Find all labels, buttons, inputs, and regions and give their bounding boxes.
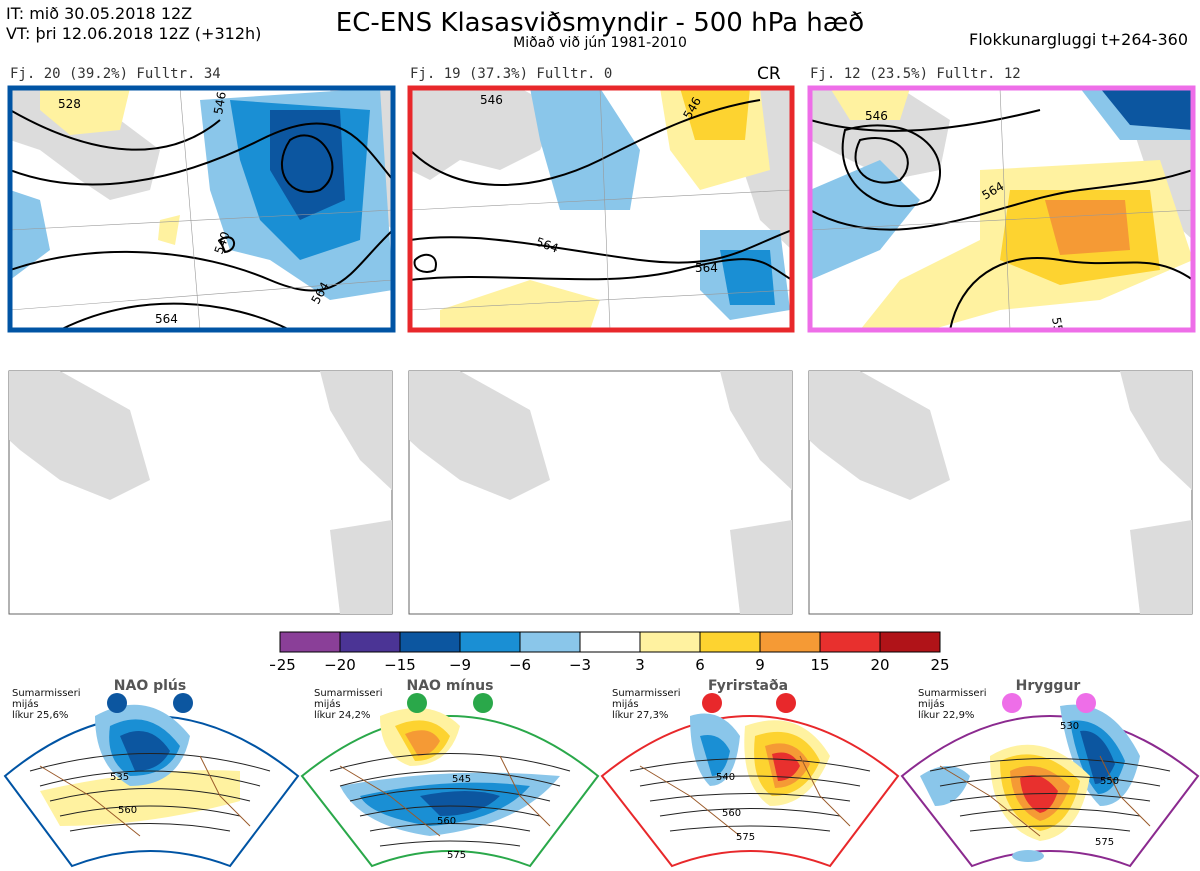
empty-maps-row bbox=[8, 370, 1193, 615]
regime-season: Sumarmisseri bbox=[314, 688, 382, 699]
contour-label: 575 bbox=[447, 850, 466, 861]
regime-name: Hryggur bbox=[1016, 678, 1081, 694]
contour-label: 560 bbox=[437, 816, 456, 827]
colorbar-tick-label: 6 bbox=[695, 656, 705, 672]
cluster-map-1: 528 540 564 564 546 bbox=[10, 88, 393, 330]
colorbar-tick-label: −20 bbox=[324, 656, 356, 672]
contour-label: 564 bbox=[695, 261, 718, 275]
regime-name: NAO mínus bbox=[407, 678, 494, 694]
contour-label: 530 bbox=[1060, 721, 1079, 732]
contour-label: 550 bbox=[1100, 776, 1119, 787]
regime-nao-minus: NAO mínus Sumarmisseri mijás líkur 24,2%… bbox=[300, 678, 600, 868]
colorbar-tick-label: −6 bbox=[509, 656, 531, 672]
page-title: EC-ENS Klasasviðsmyndir - 500 hPa hæð bbox=[335, 8, 865, 38]
regime-month: mijás bbox=[314, 698, 341, 710]
colorbar-tick-label: 15 bbox=[810, 656, 829, 672]
page-subtitle: Miðað við jún 1981-2010 bbox=[513, 35, 687, 51]
regime-probability: líkur 27,3% bbox=[612, 709, 668, 721]
panel-1-label: Fj. 20 (39.2%) Fulltr. 34 bbox=[10, 66, 221, 82]
window-label: Flokkunargluggi t+264-360 bbox=[969, 30, 1188, 49]
colorbar-swatch bbox=[519, 631, 581, 653]
cluster-maps: 528 540 564 564 546 564 564 546 546 bbox=[7, 85, 1196, 333]
panel-3-label: Fj. 12 (23.5%) Fulltr. 12 bbox=[810, 66, 1021, 82]
colorbar-tick-label: 3 bbox=[635, 656, 645, 672]
regime-probability: líkur 25,6% bbox=[12, 709, 68, 721]
panel-2-label: Fj. 19 (37.3%) Fulltr. 0 bbox=[410, 66, 613, 82]
colorbar-tick-label: 9 bbox=[755, 656, 765, 672]
regime-nao-plus: NAO plús Sumarmisseri mijás líkur 25,6% … bbox=[3, 678, 300, 868]
panel-2-tag: CR bbox=[757, 64, 781, 84]
page-heading: EC-ENS Klasasviðsmyndir - 500 hPa hæð Mi… bbox=[0, 8, 1200, 50]
contour-label: 528 bbox=[58, 97, 81, 111]
colorbar-swatch bbox=[639, 631, 701, 653]
colorbar-swatch bbox=[339, 631, 401, 653]
contour-label: 535 bbox=[110, 772, 129, 783]
panel-1-border bbox=[7, 85, 396, 333]
colorbar-swatch bbox=[759, 631, 821, 653]
contour-label: 564 bbox=[155, 312, 178, 326]
contour-label: 546 bbox=[865, 109, 888, 123]
contour-label: 575 bbox=[1095, 837, 1114, 848]
regime-season: Sumarmisseri bbox=[612, 688, 680, 699]
regime-name: Fyrirstaða bbox=[708, 678, 788, 694]
empty-map-1 bbox=[8, 370, 393, 615]
colorbar-tick-label: −15 bbox=[384, 656, 416, 672]
colorbar-tick-label: −9 bbox=[449, 656, 471, 672]
contour-label: 540 bbox=[716, 772, 735, 783]
colorbar-tick-label: 20 bbox=[870, 656, 889, 672]
contour-label: 546 bbox=[211, 91, 229, 116]
regime-hryggur: Hryggur Sumarmisseri mijás líkur 22,9% 5… bbox=[900, 678, 1200, 868]
empty-map-3 bbox=[808, 370, 1193, 615]
regime-probability: líkur 22,9% bbox=[918, 709, 974, 721]
contour-label: 546 bbox=[480, 93, 503, 107]
panel-2-border bbox=[407, 85, 795, 333]
regime-month: mijás bbox=[12, 698, 39, 710]
colorbar: −25 −20 −15 −9 −6 −3 3 6 9 15 20 25 bbox=[270, 631, 950, 672]
contour-label: 575 bbox=[736, 832, 755, 843]
regime-probability: líkur 24,2% bbox=[314, 709, 370, 721]
colorbar-swatch bbox=[279, 631, 341, 653]
cluster-map-3: 546 564 55 bbox=[810, 88, 1193, 333]
contour-label: 560 bbox=[118, 805, 137, 816]
regime-season: Sumarmisseri bbox=[918, 688, 986, 699]
regime-name: NAO plús bbox=[114, 678, 186, 694]
cluster-map-2: 564 564 546 546 bbox=[410, 88, 792, 330]
colorbar-swatch bbox=[459, 631, 521, 653]
contour-label: 560 bbox=[722, 808, 741, 819]
colorbar-tick-label: −3 bbox=[569, 656, 591, 672]
regime-maps: NAO plús Sumarmisseri mijás líkur 25,6% … bbox=[3, 678, 1200, 868]
colorbar-swatch bbox=[879, 631, 941, 653]
colorbar-swatch bbox=[699, 631, 761, 653]
regime-month: mijás bbox=[612, 698, 639, 710]
colorbar-swatch bbox=[579, 631, 641, 653]
init-time: IT: mið 30.05.2018 12Z bbox=[6, 4, 193, 23]
run-info: IT: mið 30.05.2018 12Z VT: þri 12.06.201… bbox=[6, 4, 261, 44]
colorbar-swatch bbox=[819, 631, 881, 653]
regime-month: mijás bbox=[918, 698, 945, 710]
empty-map-2 bbox=[408, 370, 793, 615]
valid-time: VT: þri 12.06.2018 12Z (+312h) bbox=[6, 24, 262, 43]
contour-label: 55 bbox=[1049, 316, 1065, 333]
regime-fyrirstada: Fyrirstaða Sumarmisseri mijás líkur 27,3… bbox=[600, 678, 900, 868]
regime-season: Sumarmisseri bbox=[12, 688, 80, 699]
colorbar-tick-label: 25 bbox=[930, 656, 949, 672]
colorbar-tick-label: −25 bbox=[270, 656, 296, 672]
panel-3-border bbox=[807, 85, 1196, 333]
colorbar-swatch bbox=[399, 631, 461, 653]
contour-label: 545 bbox=[452, 774, 471, 785]
